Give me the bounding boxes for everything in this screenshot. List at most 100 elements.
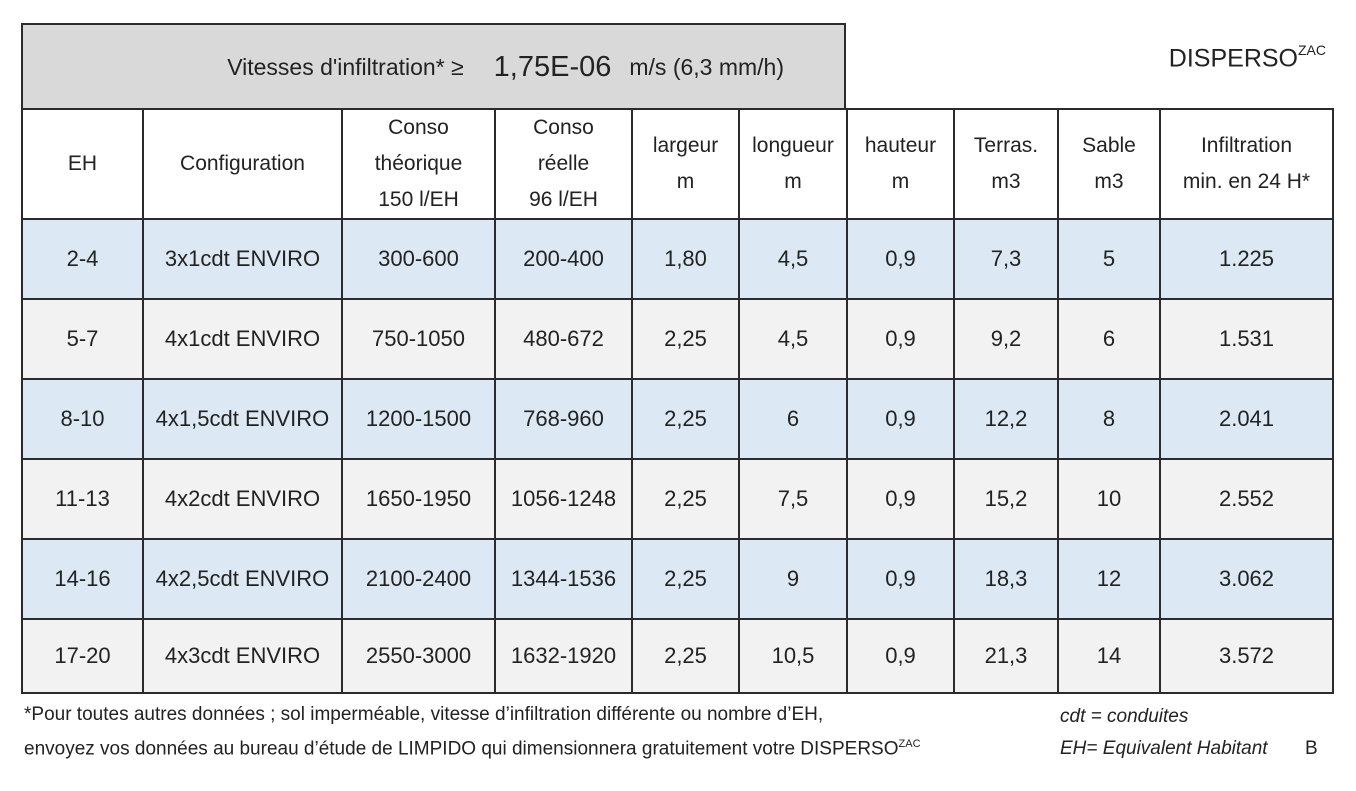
cell-longueur: 4,5: [738, 298, 848, 380]
banner-value: 1,75E-06: [493, 51, 612, 83]
header-infiltration: Infiltration min. en 24 H*: [1159, 108, 1334, 220]
cell-eh: 5-7: [21, 298, 144, 380]
cell-infiltration: 2.552: [1159, 458, 1334, 540]
cell-configuration: 4x1,5cdt ENVIRO: [142, 378, 343, 460]
cell-eh: 14-16: [21, 538, 144, 620]
cell-infiltration: 1.225: [1159, 218, 1334, 300]
header-conso-reelle: Conso réelle 96 l/EH: [494, 108, 633, 220]
cell-eh: 8-10: [21, 378, 144, 460]
header-largeur: largeur m: [631, 108, 740, 220]
infiltration-banner: Vitesses d'infiltration* ≥ 1,75E-06 m/s …: [21, 23, 846, 108]
table-row: 11-13 4x2cdt ENVIRO 1650-1950 1056-1248 …: [21, 458, 1334, 540]
cell-conso-reelle: 1056-1248: [494, 458, 633, 540]
cell-conso-theorique: 300-600: [341, 218, 496, 300]
brand-name: DISPERSOZAC: [1168, 42, 1326, 73]
brand-suffix: ZAC: [1298, 42, 1326, 58]
cell-conso-reelle: 200-400: [494, 218, 633, 300]
header-hauteur: hauteur m: [846, 108, 955, 220]
banner-label: Vitesses d'infiltration* ≥: [227, 54, 464, 80]
cell-configuration: 3x1cdt ENVIRO: [142, 218, 343, 300]
header-line: longueur: [752, 134, 834, 157]
cell-longueur: 6: [738, 378, 848, 460]
footnote-text: envoyez vos données au bureau d’étude de…: [24, 738, 899, 760]
footnote-suffix: ZAC: [898, 738, 921, 750]
header-line: Terras.: [973, 134, 1039, 157]
cell-conso-theorique: 1200-1500: [341, 378, 496, 460]
header-line: 150 l/EH: [378, 188, 459, 211]
cell-hauteur: 0,9: [846, 618, 955, 694]
cell-sable: 14: [1057, 618, 1161, 694]
cell-conso-reelle: 768-960: [494, 378, 633, 460]
cell-conso-theorique: 750-1050: [341, 298, 496, 380]
footnote-line-2: envoyez vos données au bureau d’étude de…: [24, 738, 921, 760]
cell-eh: 11-13: [21, 458, 144, 540]
cell-sable: 6: [1057, 298, 1161, 380]
cell-terras: 15,2: [953, 458, 1059, 540]
cell-configuration: 4x2cdt ENVIRO: [142, 458, 343, 540]
header-conso-theorique: Conso théorique 150 l/EH: [341, 108, 496, 220]
cell-largeur: 2,25: [631, 618, 740, 694]
header-line: m: [676, 170, 695, 193]
cell-largeur: 1,80: [631, 218, 740, 300]
cell-conso-reelle: 480-672: [494, 298, 633, 380]
header-line: EH: [67, 152, 98, 175]
table-row: 14-16 4x2,5cdt ENVIRO 2100-2400 1344-153…: [21, 538, 1334, 620]
header-eh: EH: [21, 108, 144, 220]
header-terras: Terras. m3: [953, 108, 1059, 220]
cell-eh: 17-20: [21, 618, 144, 694]
cell-sable: 8: [1057, 378, 1161, 460]
table-row: 17-20 4x3cdt ENVIRO 2550-3000 1632-1920 …: [21, 618, 1334, 694]
header-line: Infiltration: [1200, 134, 1293, 157]
cell-conso-theorique: 1650-1950: [341, 458, 496, 540]
table-row: 5-7 4x1cdt ENVIRO 750-1050 480-672 2,25 …: [21, 298, 1334, 380]
header-line: 96 l/EH: [529, 188, 598, 211]
header-line: m: [784, 170, 802, 193]
cell-infiltration: 3.062: [1159, 538, 1334, 620]
header-line: hauteur: [864, 134, 937, 157]
cell-largeur: 2,25: [631, 378, 740, 460]
cell-infiltration: 2.041: [1159, 378, 1334, 460]
cell-hauteur: 0,9: [846, 298, 955, 380]
cell-terras: 9,2: [953, 298, 1059, 380]
cell-sable: 10: [1057, 458, 1161, 540]
cell-configuration: 4x1cdt ENVIRO: [142, 298, 343, 380]
cell-longueur: 9: [738, 538, 848, 620]
cell-terras: 7,3: [953, 218, 1059, 300]
header-configuration: Configuration: [142, 108, 343, 220]
header-line: m3: [1094, 170, 1124, 193]
header-line: min. en 24 H*: [1182, 170, 1311, 193]
cell-largeur: 2,25: [631, 298, 740, 380]
header-line: Conso: [388, 116, 449, 139]
cell-conso-theorique: 2550-3000: [341, 618, 496, 694]
header-line: m3: [991, 170, 1021, 193]
banner-unit: m/s (6,3 mm/h): [629, 54, 784, 80]
header-line: largeur: [652, 134, 719, 157]
version-letter: B: [1305, 738, 1318, 759]
cell-longueur: 4,5: [738, 218, 848, 300]
cell-infiltration: 1.531: [1159, 298, 1334, 380]
cell-hauteur: 0,9: [846, 378, 955, 460]
cell-conso-reelle: 1344-1536: [494, 538, 633, 620]
header-row: EH Configuration Conso théorique 150 l/E…: [21, 108, 1334, 220]
header-line: m: [891, 170, 910, 193]
banner-text: Vitesses d'infiltration* ≥ 1,75E-06 m/s …: [227, 25, 784, 110]
cell-configuration: 4x3cdt ENVIRO: [142, 618, 343, 694]
cell-terras: 18,3: [953, 538, 1059, 620]
cell-conso-theorique: 2100-2400: [341, 538, 496, 620]
cell-longueur: 10,5: [738, 618, 848, 694]
cell-terras: 21,3: [953, 618, 1059, 694]
legend-eh: EH= Equivalent Habitant: [1060, 738, 1268, 759]
brand-main: DISPERSO: [1168, 44, 1298, 73]
cell-largeur: 2,25: [631, 538, 740, 620]
cell-hauteur: 0,9: [846, 538, 955, 620]
cell-sable: 5: [1057, 218, 1161, 300]
cell-infiltration: 3.572: [1159, 618, 1334, 694]
footnote-line-1: *Pour toutes autres données ; sol imperm…: [24, 704, 824, 725]
cell-eh: 2-4: [21, 218, 144, 300]
header-line: Configuration: [180, 152, 305, 175]
header-line: Conso: [533, 116, 594, 139]
cell-conso-reelle: 1632-1920: [494, 618, 633, 694]
cell-configuration: 4x2,5cdt ENVIRO: [142, 538, 343, 620]
cell-sable: 12: [1057, 538, 1161, 620]
header-line: réelle: [537, 152, 590, 175]
